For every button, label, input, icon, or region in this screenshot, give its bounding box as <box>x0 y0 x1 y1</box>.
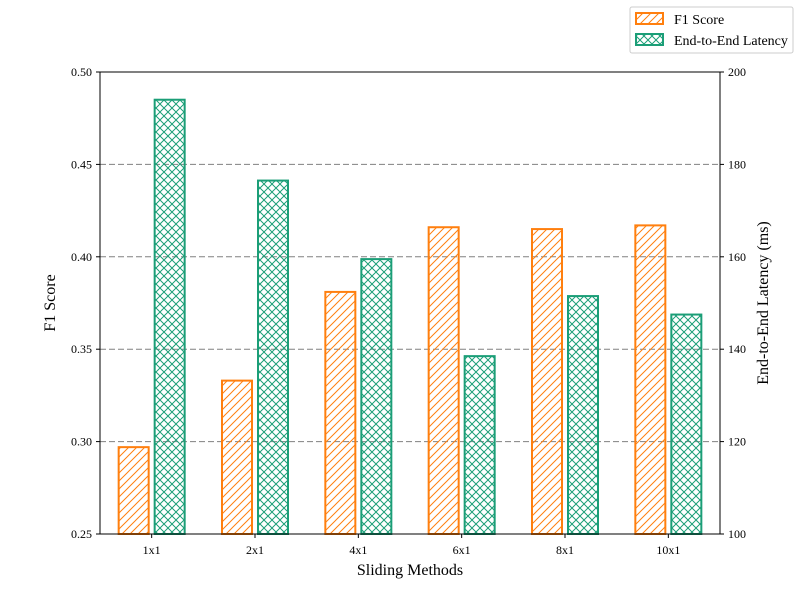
x-tick-label: 6x1 <box>453 543 471 557</box>
left-tick-label: 0.35 <box>71 342 92 356</box>
left-tick-label: 0.50 <box>71 65 92 79</box>
x-tick-label: 4x1 <box>349 543 367 557</box>
legend-swatch-f1 <box>635 12 664 25</box>
right-tick-label: 120 <box>728 435 746 449</box>
x-tick-label: 1x1 <box>143 543 161 557</box>
legend-label-latency: End-to-End Latency <box>674 34 788 49</box>
x-tick-label: 2x1 <box>246 543 264 557</box>
right-axis-ticks: 100 120 140 160 180 200 <box>720 65 746 541</box>
legend-label-f1: F1 Score <box>674 13 724 28</box>
left-tick-label: 0.45 <box>71 157 92 171</box>
bar-latency <box>463 355 496 535</box>
legend-swatch-latency <box>635 33 664 46</box>
left-axis-title: F1 Score <box>42 274 59 331</box>
legend: F1 Score End-to-End Latency <box>629 6 794 54</box>
right-tick-label: 100 <box>728 527 746 541</box>
legend-box <box>629 6 794 54</box>
right-axis-title: End-to-End Latency (ms) <box>755 221 772 385</box>
bar-latency <box>153 98 186 535</box>
bar-f1-score <box>221 379 253 535</box>
gridlines <box>100 163 720 443</box>
bar-latency <box>257 179 289 535</box>
bar-f1-score <box>531 228 563 536</box>
bar-latency <box>567 295 599 535</box>
x-tick-label: 8x1 <box>556 543 574 557</box>
plot-frame <box>99 71 721 535</box>
x-axis-title: Sliding Methods <box>357 562 463 579</box>
bar-f1-score <box>117 446 150 536</box>
x-axis-ticks: 1x1 2x1 4x1 6x1 8x1 10x1 <box>143 534 680 557</box>
bar-f1-score <box>427 226 460 535</box>
right-tick-label: 160 <box>728 250 746 264</box>
bar-f1-score <box>634 224 667 535</box>
x-tick-label: 10x1 <box>656 543 680 557</box>
right-tick-label: 140 <box>728 342 746 356</box>
right-tick-label: 200 <box>728 65 746 79</box>
bar-latency <box>670 313 703 535</box>
left-tick-label: 0.25 <box>71 527 92 541</box>
bar-f1-score <box>324 290 357 535</box>
left-axis-ticks: 0.25 0.30 0.35 0.40 0.45 0.50 <box>71 65 100 541</box>
bar-latency <box>360 258 393 535</box>
left-tick-label: 0.40 <box>71 250 92 264</box>
right-tick-label: 180 <box>728 157 746 171</box>
left-tick-label: 0.30 <box>71 435 92 449</box>
